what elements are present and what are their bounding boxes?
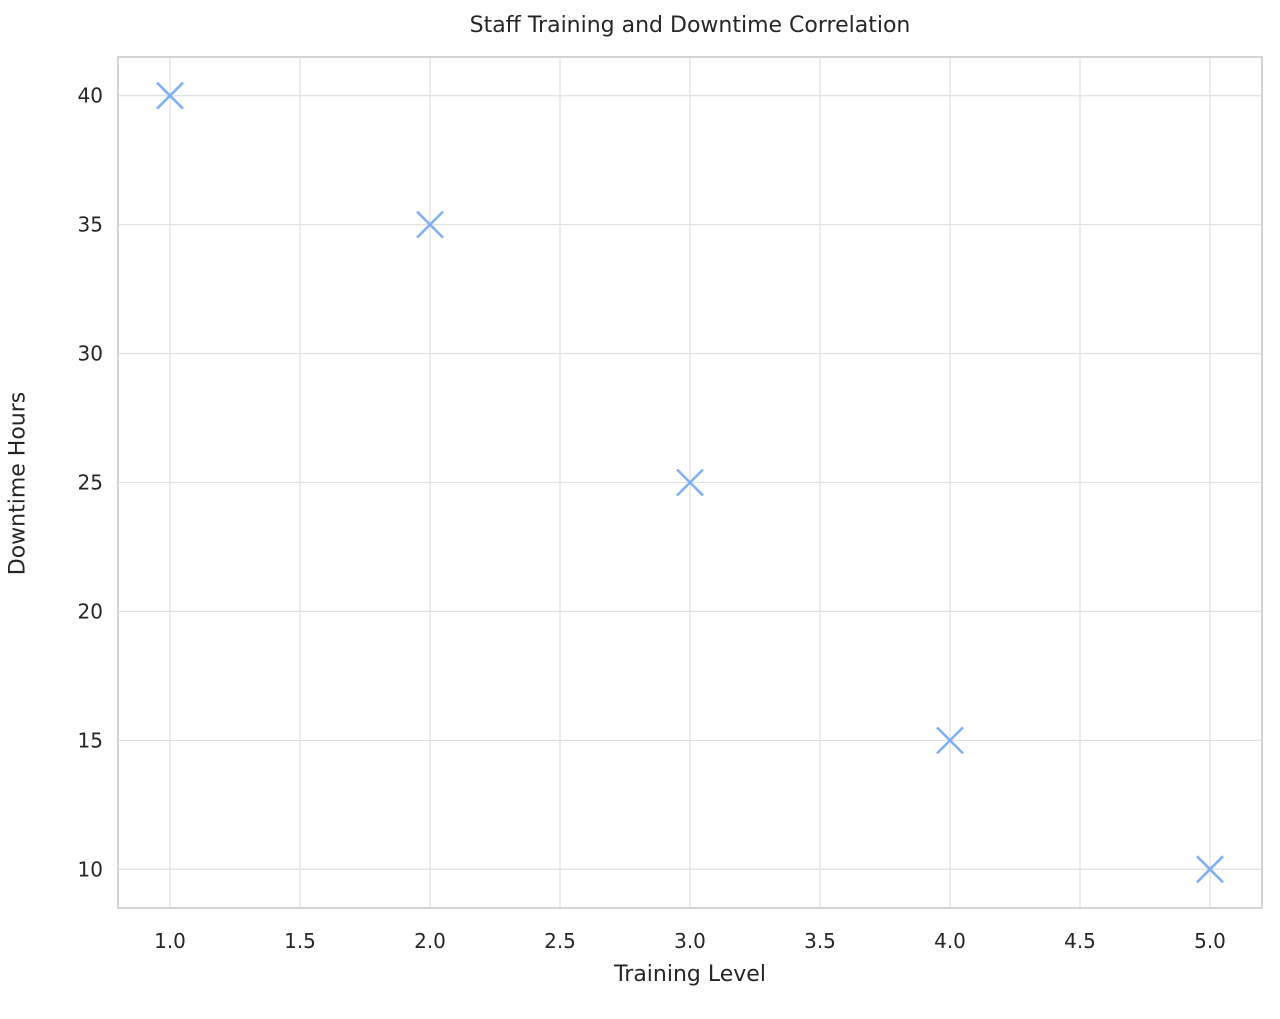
x-tick-label: 3.0 xyxy=(674,929,706,953)
x-tick-label: 1.0 xyxy=(154,929,186,953)
y-tick-label: 15 xyxy=(78,728,103,752)
x-tick-label: 1.5 xyxy=(284,929,316,953)
x-tick-label: 4.0 xyxy=(934,929,966,953)
scatter-point xyxy=(416,210,444,239)
y-tick-label: 20 xyxy=(78,599,103,623)
y-tick-label: 40 xyxy=(78,84,103,108)
x-axis-label: Training Level xyxy=(614,962,766,987)
scatter-point xyxy=(1196,855,1224,884)
scatter-point xyxy=(936,726,964,755)
x-tick-label: 4.5 xyxy=(1064,929,1096,953)
chart-title: Staff Training and Downtime Correlation xyxy=(469,13,911,38)
x-tick-label: 5.0 xyxy=(1194,929,1226,953)
scatter-point xyxy=(676,468,704,497)
scatter-point xyxy=(156,81,184,110)
y-tick-label: 25 xyxy=(78,471,103,495)
x-tick-label: 2.5 xyxy=(544,929,576,953)
y-tick-label: 35 xyxy=(78,213,103,237)
y-tick-label: 30 xyxy=(78,342,103,366)
x-tick-label: 2.0 xyxy=(414,929,446,953)
plot-border xyxy=(117,56,1263,909)
x-tick-label: 3.5 xyxy=(804,929,836,953)
y-axis-label: Downtime Hours xyxy=(5,391,31,576)
y-tick-label: 10 xyxy=(78,857,103,881)
